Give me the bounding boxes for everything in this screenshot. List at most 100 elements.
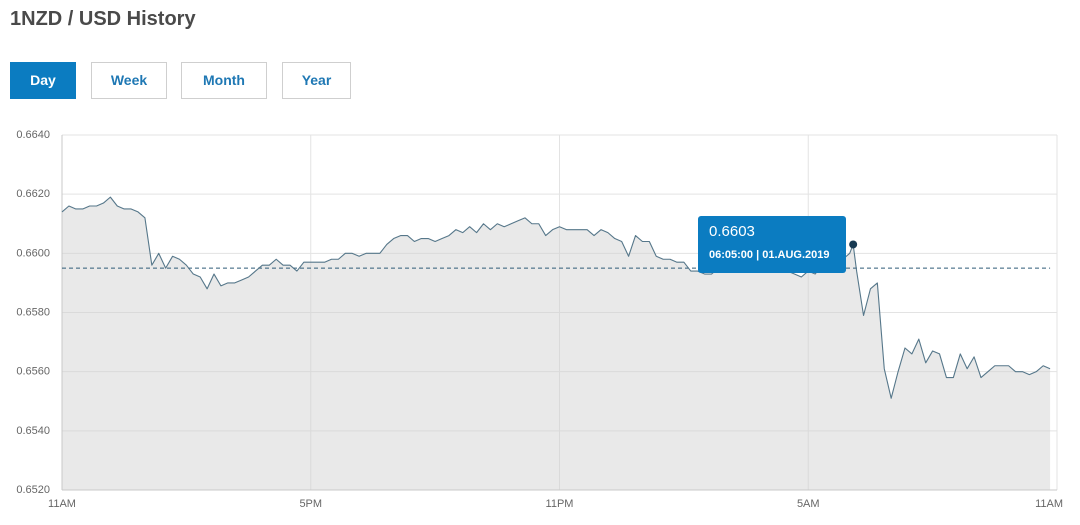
data-point[interactable] [142, 215, 148, 221]
tab-day[interactable]: Day [10, 62, 76, 99]
data-point[interactable] [259, 262, 265, 268]
data-point[interactable] [66, 203, 72, 209]
data-point[interactable] [550, 227, 556, 233]
data-point[interactable] [474, 230, 480, 236]
data-point[interactable] [225, 280, 231, 286]
data-point[interactable] [591, 233, 597, 239]
data-point[interactable] [681, 259, 687, 265]
data-point[interactable] [536, 221, 542, 227]
data-point[interactable] [501, 224, 507, 230]
data-point[interactable] [170, 253, 176, 259]
data-point[interactable] [653, 253, 659, 259]
data-point[interactable] [467, 224, 473, 230]
data-point[interactable] [881, 366, 887, 372]
data-point[interactable] [411, 239, 417, 245]
data-point[interactable] [294, 268, 300, 274]
data-point[interactable] [149, 262, 155, 268]
data-point[interactable] [1026, 372, 1032, 378]
data-point[interactable] [301, 259, 307, 265]
data-point[interactable] [349, 250, 355, 256]
data-point[interactable] [508, 221, 514, 227]
data-point[interactable] [425, 236, 431, 242]
data-point[interactable] [667, 256, 673, 262]
data-point[interactable] [232, 280, 238, 286]
data-point[interactable] [176, 256, 182, 262]
data-point[interactable] [902, 345, 908, 351]
data-point[interactable] [384, 241, 390, 247]
data-point[interactable] [598, 227, 604, 233]
data-point[interactable] [861, 312, 867, 318]
data-point[interactable] [930, 348, 936, 354]
data-point[interactable] [494, 221, 500, 227]
data-point[interactable] [363, 250, 369, 256]
data-point[interactable] [674, 259, 680, 265]
data-point[interactable] [888, 395, 894, 401]
data-point[interactable] [453, 227, 459, 233]
data-point[interactable] [73, 206, 79, 212]
data-point[interactable] [335, 256, 341, 262]
data-point[interactable] [992, 363, 998, 369]
data-point[interactable] [867, 286, 873, 292]
tab-week[interactable]: Week [91, 62, 167, 99]
data-point[interactable] [563, 227, 569, 233]
data-point[interactable] [895, 369, 901, 375]
data-point[interactable] [218, 283, 224, 289]
data-point[interactable] [633, 233, 639, 239]
data-point[interactable] [1019, 369, 1025, 375]
data-point[interactable] [391, 236, 397, 242]
data-point[interactable] [107, 194, 113, 200]
data-point[interactable] [577, 227, 583, 233]
data-point[interactable] [1013, 369, 1019, 375]
data-point[interactable] [923, 360, 929, 366]
data-point[interactable] [943, 375, 949, 381]
data-point[interactable] [446, 233, 452, 239]
data-point[interactable] [252, 268, 258, 274]
data-point[interactable] [1006, 363, 1012, 369]
data-point[interactable] [999, 363, 1005, 369]
data-point[interactable] [183, 262, 189, 268]
data-point[interactable] [487, 227, 493, 233]
data-point[interactable] [266, 262, 272, 268]
data-point[interactable] [94, 203, 100, 209]
data-point[interactable] [273, 256, 279, 262]
data-point[interactable] [688, 268, 694, 274]
data-point[interactable] [639, 239, 645, 245]
data-point[interactable] [197, 274, 203, 280]
data-point[interactable] [798, 274, 804, 280]
data-point[interactable] [280, 262, 286, 268]
data-point[interactable] [529, 221, 535, 227]
data-point[interactable] [847, 250, 853, 256]
data-point[interactable] [626, 253, 632, 259]
data-point[interactable] [584, 227, 590, 233]
data-point[interactable] [100, 200, 106, 206]
data-point[interactable] [646, 239, 652, 245]
data-point[interactable] [937, 351, 943, 357]
data-point[interactable] [985, 369, 991, 375]
data-point[interactable] [315, 259, 321, 265]
data-point[interactable] [404, 233, 410, 239]
data-point[interactable] [418, 236, 424, 242]
data-point[interactable] [1047, 366, 1053, 372]
data-point[interactable] [377, 250, 383, 256]
data-point[interactable] [605, 230, 611, 236]
data-point[interactable] [432, 239, 438, 245]
data-point[interactable] [328, 256, 334, 262]
data-point[interactable] [1040, 363, 1046, 369]
data-point[interactable] [957, 351, 963, 357]
data-point[interactable] [370, 250, 376, 256]
data-point[interactable] [156, 250, 162, 256]
data-point[interactable] [121, 206, 127, 212]
data-point[interactable] [971, 354, 977, 360]
data-point[interactable] [80, 206, 86, 212]
data-point[interactable] [1033, 369, 1039, 375]
data-point[interactable] [570, 227, 576, 233]
data-point[interactable] [854, 268, 860, 274]
data-point[interactable] [356, 253, 362, 259]
data-point[interactable] [460, 230, 466, 236]
data-point[interactable] [916, 336, 922, 342]
data-point[interactable] [246, 274, 252, 280]
data-point[interactable] [522, 215, 528, 221]
data-point[interactable] [211, 271, 217, 277]
data-point[interactable] [239, 277, 245, 283]
data-point[interactable] [287, 262, 293, 268]
